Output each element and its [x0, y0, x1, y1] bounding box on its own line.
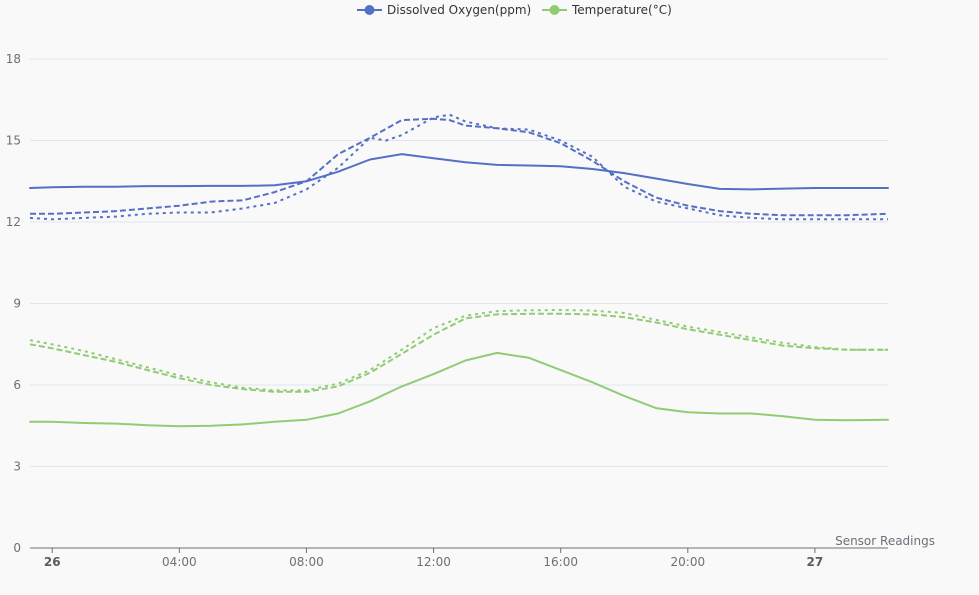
y-tick-label: 18 — [6, 52, 21, 66]
y-tick-label: 12 — [6, 215, 21, 229]
legend-item-temperature[interactable]: Temperature(°C) — [542, 3, 672, 17]
legend-label: Dissolved Oxygen(ppm) — [387, 3, 531, 17]
y-tick-label: 3 — [13, 460, 21, 474]
x-tick-label: 12:00 — [416, 555, 451, 569]
temperature-series-line-dotted — [29, 309, 888, 392]
oxygen-series-line-solid — [29, 153, 889, 191]
x-tick-label: 26 — [44, 555, 61, 569]
oxygen-series-line-dashed — [30, 117, 889, 217]
oxygen-series-line-dotted — [29, 113, 888, 221]
x-axis: 26 04:00 08:00 12:00 16:00 20:00 27 — [30, 547, 888, 569]
legend-item-dissolved-oxygen[interactable]: Dissolved Oxygen(ppm) — [357, 3, 531, 17]
series-layer — [29, 113, 889, 428]
grid — [30, 58, 888, 467]
legend[interactable]: Dissolved Oxygen(ppm) Temperature(°C) — [357, 3, 672, 17]
y-tick-label: 9 — [13, 297, 21, 311]
legend-marker-icon — [364, 5, 375, 15]
y-tick-label: 0 — [13, 541, 21, 555]
x-tick-label: 20:00 — [671, 555, 706, 569]
legend-marker-icon — [549, 5, 560, 15]
y-axis: 0 3 6 9 12 15 18 — [6, 52, 21, 555]
x-tick-label: 27 — [807, 555, 824, 569]
temperature-series-line-dashed — [29, 312, 888, 393]
y-tick-label: 15 — [6, 134, 21, 148]
x-tick-label: 04:00 — [162, 555, 197, 569]
x-axis-title: Sensor Readings — [835, 534, 935, 548]
x-tick-label: 08:00 — [289, 555, 324, 569]
temperature-series-line-solid — [29, 351, 889, 428]
y-tick-label: 6 — [13, 378, 21, 392]
legend-label: Temperature(°C) — [571, 3, 672, 17]
x-tick-label: 16:00 — [543, 555, 578, 569]
